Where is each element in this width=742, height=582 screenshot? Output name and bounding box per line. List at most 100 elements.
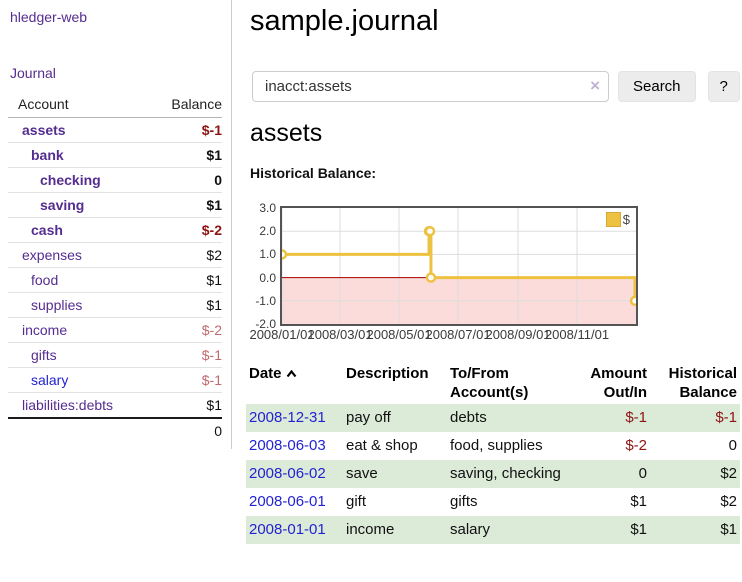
y-tick-label: 2.0 <box>259 224 276 239</box>
account-balance: $1 <box>206 297 222 313</box>
chart-legend: $ <box>603 211 632 228</box>
chart-title: Historical Balance: <box>250 165 377 181</box>
register-row: 2008-06-03 eat & shop food, supplies $-2 0 <box>246 432 740 460</box>
account-row: cash $-2 <box>8 217 222 243</box>
account-row: liabilities:debts $1 <box>8 392 222 419</box>
register-date-link[interactable]: 2008-06-03 <box>249 437 326 454</box>
account-link[interactable]: salary <box>31 372 69 388</box>
register-accounts: saving, checking <box>447 460 565 488</box>
y-tick-label: -2.0 <box>255 317 276 331</box>
account-row: income $-2 <box>8 317 222 343</box>
account-row: salary $-1 <box>8 367 222 393</box>
register-balance: $1 <box>650 516 740 544</box>
account-balance: $-2 <box>201 222 222 238</box>
account-link[interactable]: liabilities:debts <box>22 397 114 413</box>
register-balance: 0 <box>728 437 737 454</box>
account-link[interactable]: saving <box>40 197 85 213</box>
register-row: 2008-01-01 income salary $1 $1 <box>246 516 740 544</box>
legend-label: $ <box>622 212 630 227</box>
search-input[interactable] <box>252 71 609 102</box>
account-balance: $1 <box>206 397 222 413</box>
accounts-header-balance: Balance <box>143 92 222 118</box>
chevron-up-icon <box>286 369 296 378</box>
account-link[interactable]: expenses <box>22 247 82 263</box>
register-accounts: gifts <box>450 493 478 510</box>
account-link[interactable]: checking <box>40 172 101 188</box>
page-title: sample.journal <box>250 5 439 37</box>
register-accounts: food, supplies <box>450 437 543 454</box>
account-row: checking 0 <box>8 167 222 193</box>
register-amount: $-1 <box>565 404 650 432</box>
account-balance: $1 <box>206 272 222 288</box>
register-amount: $1 <box>565 516 650 544</box>
register-header-date[interactable]: Date <box>246 362 343 404</box>
register-description: eat & shop <box>346 437 418 454</box>
x-tick-label: 2008/01/01 <box>249 327 315 342</box>
register-date-link[interactable]: 2008-06-01 <box>249 493 326 510</box>
register-amount: $-2 <box>625 437 647 454</box>
x-tick-label: 2008/07/01 <box>425 327 491 342</box>
clear-search-icon[interactable]: × <box>590 76 600 95</box>
register-row: 2008-06-01 gift gifts $1 $2 <box>246 488 740 516</box>
y-tick-label: 1.0 <box>259 247 276 262</box>
accounts-total-balance: 0 <box>143 417 222 443</box>
app-title-link[interactable]: hledger-web <box>10 9 88 25</box>
legend-swatch-icon <box>605 212 621 227</box>
register-header-balance: Historical Balance <box>668 365 737 401</box>
accounts-table: Account Balance assets $-1 bank $1 checking 0… <box>8 92 222 443</box>
register-table: Date Description To/From Account(s) Amou… <box>246 362 740 544</box>
x-tick-label: 2008/11/01 <box>544 327 610 342</box>
account-row: supplies $1 <box>8 292 222 318</box>
register-amount: 0 <box>565 460 650 488</box>
account-link[interactable]: bank <box>31 147 64 163</box>
account-link[interactable]: income <box>22 322 68 338</box>
account-link[interactable]: supplies <box>31 297 83 313</box>
accounts-header-account: Account <box>8 92 144 118</box>
account-balance: $2 <box>206 247 222 263</box>
register-accounts: debts <box>447 404 565 432</box>
nav-journal-link[interactable]: Journal <box>10 65 56 81</box>
search-form: × Search ? <box>252 71 742 102</box>
register-date-link[interactable]: 2008-12-31 <box>249 409 326 426</box>
account-balance: $-2 <box>201 322 222 338</box>
accounts-total-row: 0 <box>8 417 222 443</box>
account-row: gifts $-1 <box>8 342 222 368</box>
y-tick-label: -1.0 <box>255 293 276 308</box>
register-balance: $2 <box>650 460 740 488</box>
account-row: bank $1 <box>8 142 222 168</box>
y-tick-label: 0.0 <box>259 270 276 285</box>
account-balance: $1 <box>206 147 222 163</box>
chart-x-axis: 2008/01/01 2008/03/01 2008/05/01 2008/07/01… <box>249 326 742 342</box>
account-row: assets $-1 <box>8 117 222 143</box>
account-link[interactable]: food <box>31 272 59 288</box>
register-date-link[interactable]: 2008-01-01 <box>249 521 326 538</box>
x-tick-label: 2008/09/01 <box>485 327 551 342</box>
register-description: income <box>343 516 447 544</box>
y-tick-label: 3.0 <box>259 201 276 215</box>
x-tick-label: 2008/05/01 <box>366 327 432 342</box>
register-header-amount: Amount Out/In <box>590 365 647 401</box>
register-row: 2008-06-02 save saving, checking 0 $2 <box>246 460 740 488</box>
account-balance: $-1 <box>201 347 222 363</box>
sidebar: hledger-web Journal Account Balance asse… <box>0 0 232 449</box>
account-link[interactable]: gifts <box>31 347 57 363</box>
register-date-link[interactable]: 2008-06-02 <box>249 465 326 482</box>
search-button[interactable]: Search <box>618 71 696 102</box>
account-row: saving $1 <box>8 192 222 218</box>
account-balance: 0 <box>214 172 222 188</box>
chart-canvas <box>282 208 636 324</box>
help-button[interactable]: ? <box>707 71 740 102</box>
chart-plot-area: $ <box>280 206 638 326</box>
register-accounts: salary <box>447 516 565 544</box>
register-row: 2008-12-31 pay off debts $-1 $-1 <box>246 404 740 432</box>
account-heading: assets <box>250 119 323 147</box>
register-description: pay off <box>343 404 447 432</box>
register-header-description: Description <box>346 365 429 382</box>
account-link[interactable]: assets <box>22 122 66 138</box>
historical-balance-chart: 3.0 2.0 1.0 0.0 -1.0 -2.0 $ 2008/01/01 2008/03… <box>246 201 742 342</box>
register-description: save <box>343 460 447 488</box>
register-balance: $2 <box>720 493 737 510</box>
main-content: sample.journal × Search ? assets Histori… <box>246 0 742 544</box>
account-link[interactable]: cash <box>31 222 63 238</box>
register-description: gift <box>346 493 367 510</box>
